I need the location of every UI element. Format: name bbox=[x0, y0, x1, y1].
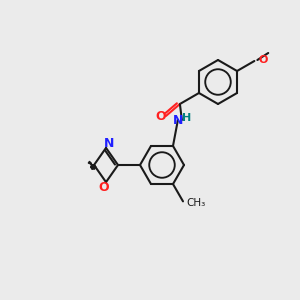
Text: CH₃: CH₃ bbox=[186, 198, 205, 208]
Text: H: H bbox=[182, 113, 191, 123]
Text: N: N bbox=[104, 137, 114, 150]
Text: N: N bbox=[173, 113, 183, 127]
Text: O: O bbox=[156, 110, 166, 124]
Text: O: O bbox=[99, 181, 109, 194]
Text: O: O bbox=[258, 55, 268, 65]
